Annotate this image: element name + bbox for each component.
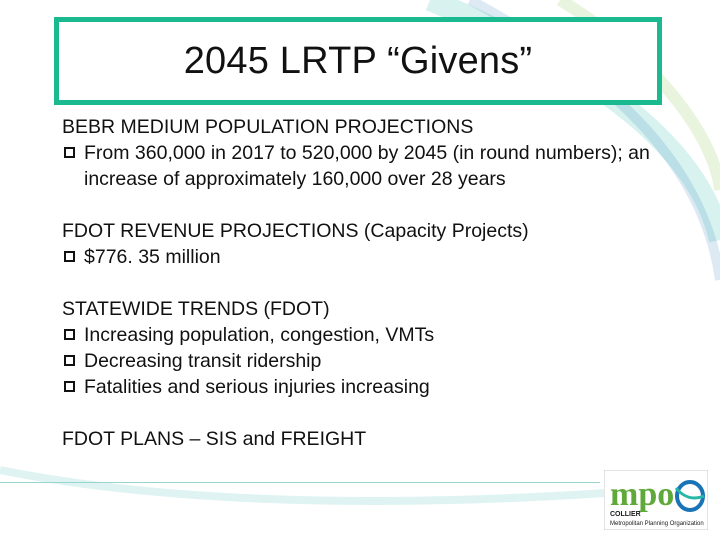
checkbox-bullet-icon <box>64 355 75 366</box>
bullet-trend-transit: Decreasing transit ridership <box>62 348 662 374</box>
bullet-population: From 360,000 in 2017 to 520,000 by 2045 … <box>62 140 662 192</box>
bullet-trend-population: Increasing population, congestion, VMTs <box>62 322 662 348</box>
bullet-text: Increasing population, congestion, VMTs <box>84 324 435 346</box>
title-box: 2045 LRTP “Givens” <box>54 17 662 105</box>
slide-content: BEBR MEDIUM POPULATION PROJECTIONS From … <box>62 114 662 452</box>
footer-divider <box>0 482 600 483</box>
bullet-text: $776. 35 million <box>84 246 221 268</box>
slide-title: 2045 LRTP “Givens” <box>183 39 533 82</box>
logo-org: Metropolitan Planning Organization <box>610 521 704 527</box>
bullet-revenue: $776. 35 million <box>62 244 662 270</box>
logo-letters: mpo <box>610 476 674 513</box>
bullet-text: Decreasing transit ridership <box>84 350 322 372</box>
checkbox-bullet-icon <box>64 381 75 392</box>
checkbox-bullet-icon <box>64 147 75 158</box>
checkbox-bullet-icon <box>64 329 75 340</box>
section-heading-plans: FDOT PLANS – SIS and FREIGHT <box>62 428 367 450</box>
section-heading-trends: STATEWIDE TRENDS (FDOT) <box>62 298 330 320</box>
bullet-text: From 360,000 in 2017 to 520,000 by 2045 … <box>84 142 650 190</box>
bullet-text: Fatalities and serious injuries increasi… <box>84 376 430 398</box>
bullet-trend-fatalities: Fatalities and serious injuries increasi… <box>62 374 662 400</box>
mpo-logo-icon: mpo COLLIER Metropolitan Planning Organi… <box>604 470 708 530</box>
checkbox-bullet-icon <box>64 251 75 262</box>
section-heading-population: BEBR MEDIUM POPULATION PROJECTIONS <box>62 116 474 138</box>
section-heading-revenue: FDOT REVENUE PROJECTIONS (Capacity Proje… <box>62 220 529 242</box>
logo-county: COLLIER <box>610 511 641 518</box>
